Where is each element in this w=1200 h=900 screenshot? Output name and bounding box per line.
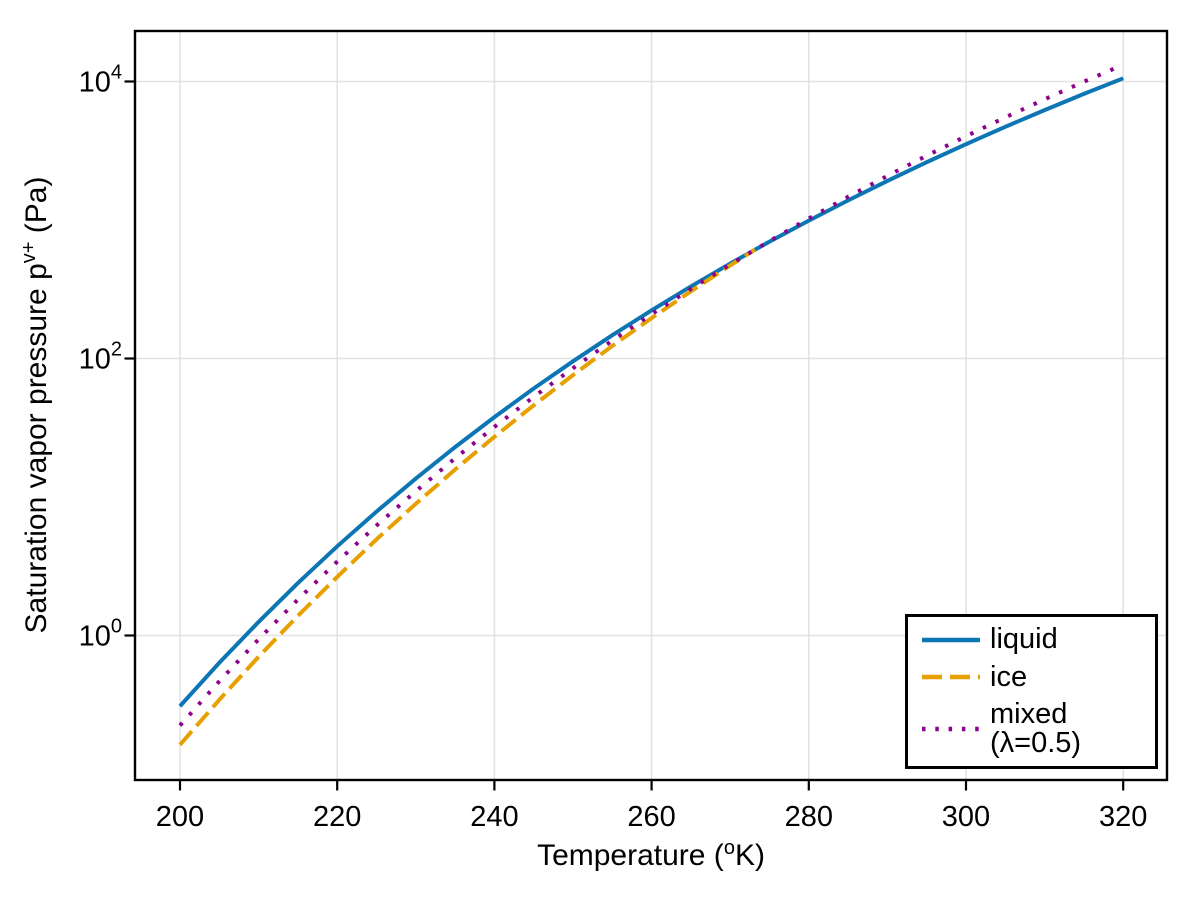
y-tick-label: 104 xyxy=(79,62,122,99)
axis-label-text: (Pa) xyxy=(20,176,53,242)
x-tick-label: 320 xyxy=(1099,801,1147,833)
legend-entry-ice: ice xyxy=(922,660,1155,693)
gridlines xyxy=(135,31,1167,780)
x-tick-label: 280 xyxy=(785,801,833,833)
mixed-curve xyxy=(178,62,1124,727)
x-tick-label: 200 xyxy=(156,801,204,833)
x-tick-label: 260 xyxy=(627,801,675,833)
x-axis-label: Temperature (oK) xyxy=(135,837,1167,873)
solid-line-sample-icon xyxy=(922,637,980,642)
x-tick-label: 240 xyxy=(470,801,518,833)
y-tick-label: 100 xyxy=(79,616,122,653)
legend: liquid ice mixed (λ=0.5) xyxy=(905,614,1158,769)
y-tick-label: 102 xyxy=(79,339,122,376)
dashed-line-sample-icon xyxy=(922,674,980,680)
axis-label-text: K) xyxy=(734,839,765,872)
axis-label-superscript: o xyxy=(723,837,735,859)
ice-curve xyxy=(178,247,757,747)
dotted-line-sample-icon xyxy=(922,726,980,731)
liquid-curve xyxy=(178,76,1124,708)
axis-label-text: Saturation vapor pressure p xyxy=(20,263,53,634)
axis-label-superscript: v+ xyxy=(18,241,40,264)
legend-entry-liquid: liquid xyxy=(922,625,1155,654)
legend-entry-mixed: mixed (λ=0.5) xyxy=(922,697,1155,759)
legend-label: liquid xyxy=(990,623,1058,656)
legend-label: mixed (λ=0.5) xyxy=(990,697,1082,759)
ticks: 200 220 240 260 280 300 320 100 102 104 xyxy=(79,62,1148,834)
y-axis-label: Saturation vapor pressure pv+ (Pa) xyxy=(18,176,54,634)
axis-label-text: Temperature ( xyxy=(537,839,724,872)
x-tick-label: 300 xyxy=(942,801,990,833)
legend-label: ice xyxy=(990,660,1028,693)
x-tick-label: 220 xyxy=(313,801,361,833)
